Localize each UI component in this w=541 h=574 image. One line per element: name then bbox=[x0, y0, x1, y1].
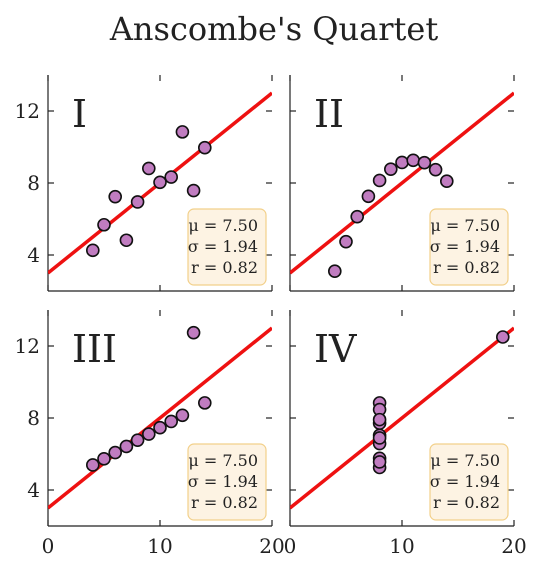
data-point bbox=[164, 414, 178, 429]
data-point bbox=[108, 189, 122, 204]
stat-line: σ = 1.94 bbox=[430, 472, 500, 491]
stat-line: σ = 1.94 bbox=[188, 237, 258, 256]
panels-grid: 4 8 12 Iμ = 7.50 σ = 1.94 r = 0.82 II μ = 7.50 σ… bbox=[15, 75, 527, 558]
data-point bbox=[164, 170, 178, 184]
data-point bbox=[175, 125, 190, 139]
data-point bbox=[372, 455, 387, 469]
data-point bbox=[198, 140, 212, 155]
data-point bbox=[97, 217, 111, 232]
panel-3: 0 10 20 4 8 12 III μ = 7.50 σ = 1.94 r = 0.82 bbox=[15, 310, 285, 558]
fit-line bbox=[290, 326, 514, 510]
data-point bbox=[417, 155, 432, 170]
stat-line: r = 0.82 bbox=[191, 258, 258, 277]
data-point bbox=[428, 162, 443, 177]
x-tick-label: 20 bbox=[259, 534, 284, 558]
y-tick-label: 12 bbox=[15, 334, 40, 358]
fit-line bbox=[290, 91, 514, 275]
data-point bbox=[495, 330, 510, 344]
stat-line: σ = 1.94 bbox=[188, 472, 258, 491]
data-point bbox=[86, 458, 100, 472]
panel-label: II bbox=[314, 92, 344, 136]
data-point bbox=[153, 175, 167, 190]
data-point bbox=[97, 452, 111, 466]
x-tick-label: 20 bbox=[501, 534, 526, 558]
stats-box bbox=[187, 208, 267, 286]
stat-line: μ = 7.50 bbox=[188, 451, 258, 470]
data-point bbox=[142, 161, 156, 176]
y-tick-label: 12 bbox=[15, 99, 40, 123]
chart-title: Anscombe's Quartet bbox=[109, 10, 439, 48]
panel-1: 4 8 12 Iμ = 7.50 σ = 1.94 r = 0.82 bbox=[15, 75, 273, 292]
data-point bbox=[186, 183, 201, 198]
data-point bbox=[186, 325, 201, 340]
panel-4: 0 10 20 IV μ = 7.50 σ = 1.94 r = 0.82 bbox=[284, 310, 527, 558]
data-point bbox=[327, 264, 342, 279]
data-point bbox=[406, 153, 421, 168]
x-tick-label: 0 bbox=[284, 534, 297, 558]
data-point bbox=[361, 189, 376, 204]
panel-label: III bbox=[72, 327, 117, 371]
fit-line bbox=[48, 326, 272, 510]
stat-line: μ = 7.50 bbox=[430, 451, 500, 470]
x-tick-label: 0 bbox=[42, 534, 55, 558]
data-point bbox=[142, 427, 156, 441]
data-point bbox=[383, 162, 398, 176]
data-point bbox=[108, 445, 122, 460]
stat-line: μ = 7.50 bbox=[188, 216, 258, 235]
stat-line: μ = 7.50 bbox=[430, 216, 500, 235]
data-point bbox=[372, 412, 387, 427]
stat-line: r = 0.82 bbox=[433, 493, 500, 512]
x-tick-label: 10 bbox=[147, 534, 172, 558]
data-point bbox=[130, 433, 145, 447]
y-tick-label: 4 bbox=[27, 243, 40, 267]
data-point bbox=[339, 234, 353, 249]
data-point bbox=[372, 173, 387, 188]
stats-box bbox=[429, 208, 509, 286]
data-point bbox=[175, 408, 190, 423]
y-tick-label: 4 bbox=[27, 478, 40, 502]
stat-line: r = 0.82 bbox=[191, 493, 258, 512]
data-point bbox=[350, 209, 365, 224]
stats-box bbox=[187, 443, 267, 521]
data-point bbox=[130, 195, 145, 209]
data-point bbox=[439, 174, 454, 188]
data-point bbox=[119, 439, 134, 454]
data-point bbox=[372, 431, 387, 445]
panel-label: I bbox=[72, 92, 87, 136]
stats-box bbox=[429, 443, 509, 521]
y-tick-label: 8 bbox=[27, 406, 40, 430]
data-point bbox=[395, 155, 409, 170]
data-point bbox=[86, 243, 100, 258]
data-point bbox=[153, 420, 167, 435]
data-point bbox=[119, 233, 134, 248]
stat-line: r = 0.82 bbox=[433, 258, 500, 277]
stat-line: σ = 1.94 bbox=[430, 237, 500, 256]
y-tick-label: 8 bbox=[27, 171, 40, 195]
data-point bbox=[198, 396, 212, 410]
panel-label: IV bbox=[314, 327, 357, 371]
x-tick-label: 10 bbox=[389, 534, 414, 558]
panel-2: II μ = 7.50 σ = 1.94 r = 0.82 bbox=[289, 75, 515, 292]
